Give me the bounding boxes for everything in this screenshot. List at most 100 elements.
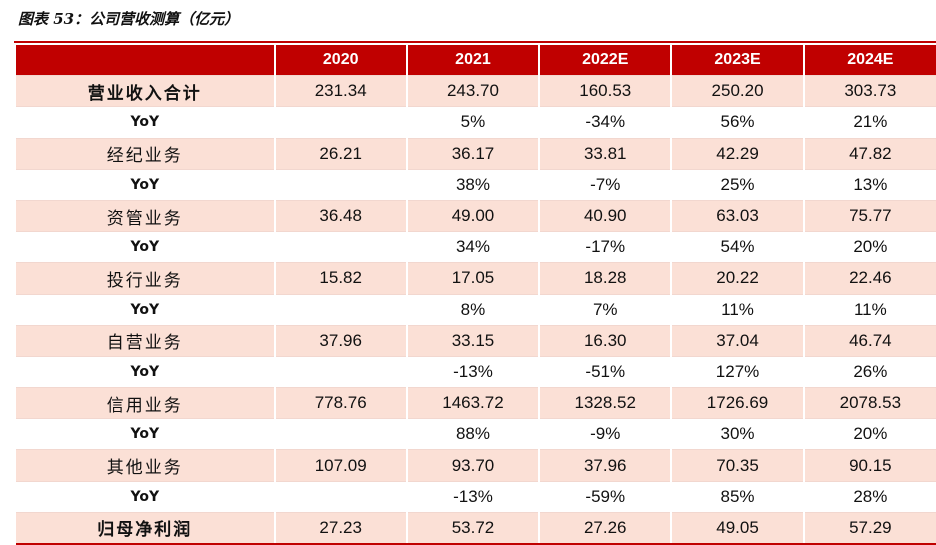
value-cell: 231.34: [273, 75, 407, 107]
yoy-row: YoY 38% -7% 25% 13%: [16, 168, 936, 201]
yoy-row: YoY -13% -51% 127% 26%: [16, 355, 936, 388]
value-cell: 57.29: [802, 511, 936, 545]
header-year-cell: 2023E: [670, 45, 804, 76]
value-cell: 27.26: [538, 511, 672, 545]
yoy-value-cell: -7%: [538, 168, 672, 201]
header-corner-cell: [16, 45, 275, 76]
value-cell: 63.03: [670, 199, 804, 232]
value-cell: 107.09: [273, 449, 407, 482]
value-cell: 46.74: [802, 324, 936, 357]
value-cell: 778.76: [273, 387, 407, 419]
yoy-value-cell: 54%: [670, 231, 804, 263]
yoy-value-cell: -51%: [538, 355, 672, 388]
yoy-value-cell: 34%: [405, 231, 540, 263]
value-cell: 49.00: [405, 199, 540, 232]
value-cell: 37.96: [538, 449, 672, 482]
metric-row: 投行业务 15.82 17.05 18.28 20.22 22.46: [16, 262, 936, 294]
value-cell: 93.70: [405, 449, 540, 482]
yoy-value-cell: -34%: [538, 106, 672, 139]
yoy-value-cell: 21%: [802, 106, 936, 139]
yoy-value-cell: [273, 418, 407, 450]
yoy-value-cell: 56%: [670, 106, 804, 139]
value-cell: 1726.69: [670, 387, 804, 419]
yoy-value-cell: 7%: [538, 293, 672, 326]
value-cell: 53.72: [405, 511, 540, 545]
metric-label: 归母净利润: [16, 511, 275, 545]
yoy-value-cell: 8%: [405, 293, 540, 326]
metric-row: 营业收入合计 231.34 243.70 160.53 250.20 303.73: [16, 75, 936, 107]
yoy-value-cell: [273, 106, 407, 139]
yoy-row: YoY 88% -9% 30% 20%: [16, 418, 936, 450]
revenue-forecast-table: 2020 2021 2022E 2023E 2024E 营业收入合计 231.34…: [16, 45, 936, 545]
yoy-label: YoY: [16, 355, 275, 388]
value-cell: 243.70: [405, 75, 540, 107]
value-cell: 37.04: [670, 324, 804, 357]
yoy-label: YoY: [16, 106, 275, 139]
yoy-value-cell: -9%: [538, 418, 672, 450]
value-cell: 90.15: [802, 449, 936, 482]
yoy-value-cell: 5%: [405, 106, 540, 139]
value-cell: 250.20: [670, 75, 804, 107]
yoy-value-cell: 11%: [802, 293, 936, 326]
value-cell: 2078.53: [802, 387, 936, 419]
yoy-value-cell: -59%: [538, 480, 672, 513]
metric-row: 经纪业务 26.21 36.17 33.81 42.29 47.82: [16, 137, 936, 170]
metric-label: 其他业务: [16, 449, 275, 482]
metric-label: 营业收入合计: [16, 75, 275, 107]
value-cell: 16.30: [538, 324, 672, 357]
yoy-row: YoY 5% -34% 56% 21%: [16, 106, 936, 139]
yoy-value-cell: 11%: [670, 293, 804, 326]
value-cell: 70.35: [670, 449, 804, 482]
header-row: 2020 2021 2022E 2023E 2024E: [16, 45, 936, 76]
yoy-label: YoY: [16, 480, 275, 513]
value-cell: 33.81: [538, 137, 672, 170]
yoy-value-cell: 127%: [670, 355, 804, 388]
header-year-cell: 2024E: [802, 45, 936, 76]
metric-row: 信用业务 778.76 1463.72 1328.52 1726.69 2078.53: [16, 387, 936, 419]
value-cell: 1328.52: [538, 387, 672, 419]
yoy-value-cell: -17%: [538, 231, 672, 263]
yoy-value-cell: 88%: [405, 418, 540, 450]
value-cell: 18.28: [538, 262, 672, 294]
yoy-value-cell: -13%: [405, 355, 540, 388]
value-cell: 303.73: [802, 75, 936, 107]
yoy-value-cell: 20%: [802, 418, 936, 450]
yoy-value-cell: 25%: [670, 168, 804, 201]
value-cell: 75.77: [802, 199, 936, 232]
yoy-label: YoY: [16, 231, 275, 263]
yoy-value-cell: -13%: [405, 480, 540, 513]
yoy-value-cell: [273, 355, 407, 388]
value-cell: 26.21: [273, 137, 407, 170]
value-cell: 42.29: [670, 137, 804, 170]
table-body: 营业收入合计 231.34 243.70 160.53 250.20 303.73 YoY 5…: [16, 75, 936, 545]
yoy-label: YoY: [16, 168, 275, 201]
value-cell: 15.82: [273, 262, 407, 294]
metric-row: 其他业务 107.09 93.70 37.96 70.35 90.15: [16, 449, 936, 482]
yoy-value-cell: 38%: [405, 168, 540, 201]
yoy-value-cell: 85%: [670, 480, 804, 513]
value-cell: 33.15: [405, 324, 540, 357]
yoy-value-cell: 13%: [802, 168, 936, 201]
value-cell: 36.17: [405, 137, 540, 170]
yoy-value-cell: [273, 293, 407, 326]
yoy-value-cell: [273, 480, 407, 513]
value-cell: 22.46: [802, 262, 936, 294]
yoy-value-cell: 30%: [670, 418, 804, 450]
figure-caption: 图表 53：公司营收测算（亿元）: [18, 10, 240, 28]
header-year-cell: 2021: [405, 45, 540, 76]
yoy-row: YoY -13% -59% 85% 28%: [16, 480, 936, 513]
metric-row: 自营业务 37.96 33.15 16.30 37.04 46.74: [16, 324, 936, 357]
yoy-row: YoY 8% 7% 11% 11%: [16, 293, 936, 326]
value-cell: 27.23: [273, 511, 407, 545]
value-cell: 160.53: [538, 75, 672, 107]
yoy-value-cell: [273, 168, 407, 201]
value-cell: 17.05: [405, 262, 540, 294]
metric-label: 信用业务: [16, 387, 275, 419]
header-year-cell: 2022E: [538, 45, 672, 76]
value-cell: 40.90: [538, 199, 672, 232]
yoy-label: YoY: [16, 293, 275, 326]
yoy-value-cell: 20%: [802, 231, 936, 263]
value-cell: 37.96: [273, 324, 407, 357]
value-cell: 36.48: [273, 199, 407, 232]
caption-divider: [14, 41, 936, 43]
